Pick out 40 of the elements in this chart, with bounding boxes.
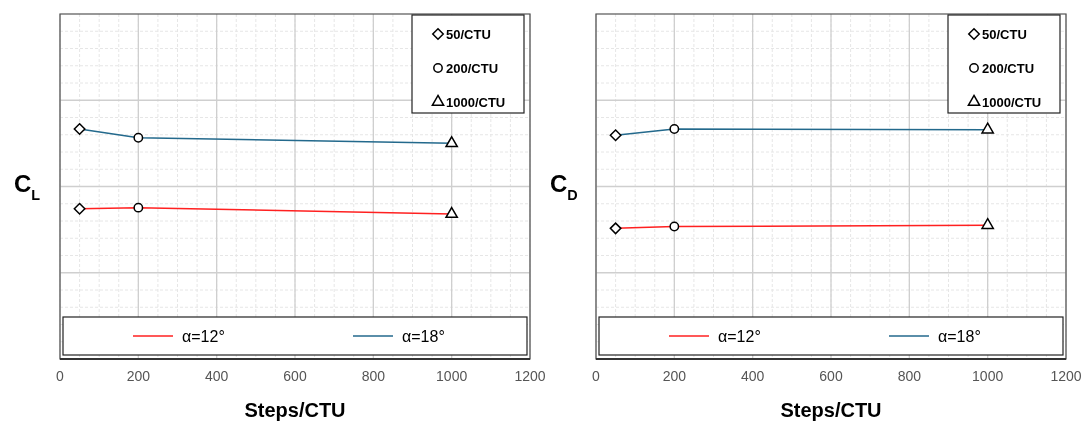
legend-label: 200/CTU <box>982 61 1035 76</box>
x-tick-label: 0 <box>56 368 65 384</box>
y-axis-title: C$_{D}$ <box>550 169 578 203</box>
x-tick-label: 1000 <box>972 368 1004 384</box>
legend-label: 200/CTU <box>446 61 499 76</box>
point <box>981 122 995 134</box>
x-tick-label: 800 <box>897 368 922 384</box>
legend-label: α=12° <box>182 328 225 345</box>
legend-label: 50/CTU <box>982 27 1027 42</box>
legend-label: 50/CTU <box>446 27 491 42</box>
point <box>445 206 459 219</box>
x-axis-title: Steps/CTU <box>244 399 346 421</box>
point <box>133 132 144 143</box>
x-tick-label: 400 <box>740 368 765 384</box>
x-tick-label: 800 <box>361 368 386 384</box>
x-tick-label: 1200 <box>1050 368 1082 384</box>
x-tick-label: 1000 <box>436 368 468 384</box>
point <box>609 129 622 142</box>
x-tick-label: 200 <box>662 368 687 384</box>
legend-label: 1000/CTU <box>446 95 506 110</box>
x-tick-label: 0 <box>592 368 601 384</box>
legend-label: α=18° <box>402 328 445 345</box>
point <box>133 202 144 213</box>
y-axis-title: C$_{L}$ <box>14 169 41 203</box>
x-tick-label: 1200 <box>514 368 546 384</box>
point <box>445 136 459 148</box>
legend-label: α=12° <box>718 328 761 345</box>
point <box>669 221 680 232</box>
x-axis-title: Steps/CTU <box>780 399 882 421</box>
point <box>73 123 86 135</box>
x-tick-label: 600 <box>283 368 307 384</box>
point <box>669 124 680 134</box>
x-tick-label: 600 <box>819 368 843 384</box>
x-tick-label: 400 <box>204 368 229 384</box>
legend-label: 1000/CTU <box>982 95 1042 110</box>
point <box>73 202 86 215</box>
x-tick-label: 200 <box>126 368 151 384</box>
point <box>981 217 995 230</box>
legend-label: α=18° <box>938 328 981 345</box>
point <box>609 222 622 235</box>
